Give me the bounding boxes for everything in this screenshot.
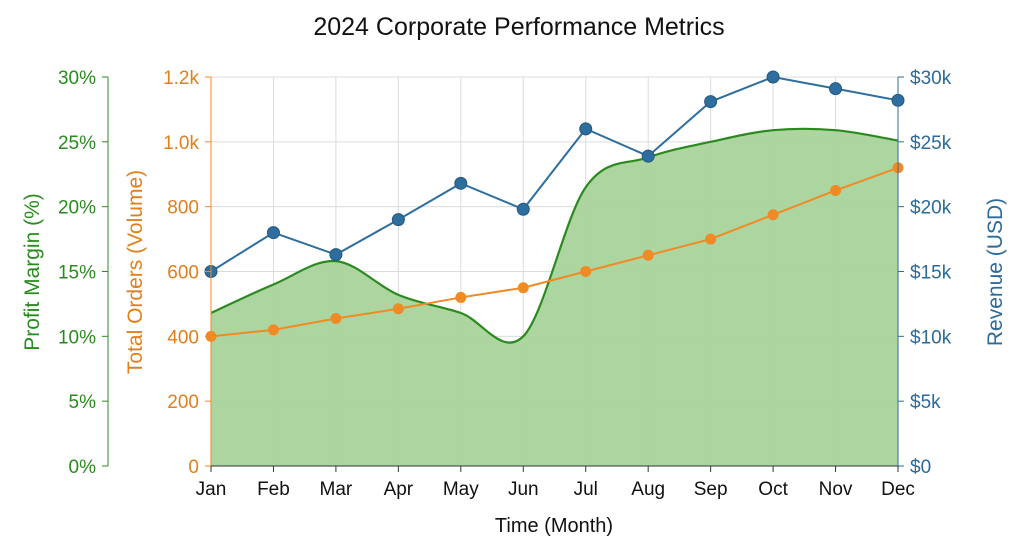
- revenue-point: [454, 176, 468, 190]
- revenue-point: [391, 213, 405, 227]
- revenue-point: [579, 122, 593, 136]
- x-tick-label: Apr: [384, 479, 414, 500]
- revenue-tick-label: $30k: [910, 68, 952, 89]
- x-tick-label: Oct: [758, 479, 788, 500]
- total-orders-point: [830, 184, 842, 196]
- x-tick-label: Jul: [574, 479, 598, 500]
- total-orders-point: [705, 233, 717, 245]
- x-tick-label: Jan: [196, 479, 227, 500]
- revenue-layer: [204, 70, 905, 278]
- revenue-axis-label: Revenue (USD): [984, 198, 1007, 346]
- revenue-point: [641, 149, 655, 163]
- x-tick-label: Nov: [819, 479, 853, 500]
- revenue-point: [329, 248, 343, 262]
- profit-margin-tick-label: 0%: [69, 457, 97, 478]
- total-orders-point: [517, 282, 529, 294]
- x-tick-label: May: [443, 479, 479, 500]
- revenue-point: [704, 95, 718, 109]
- total-orders-line: [210, 166, 899, 338]
- revenue-point: [829, 82, 843, 96]
- orders-layer: [205, 162, 904, 342]
- total-orders-tick-label: 0: [188, 457, 199, 478]
- x-tick-label: Feb: [257, 479, 290, 500]
- revenue-point: [516, 202, 530, 216]
- revenue-tick-label: $20k: [910, 198, 952, 219]
- x-tick-label: Sep: [694, 479, 728, 500]
- x-tick-label: Mar: [320, 479, 353, 500]
- total-orders-point: [267, 324, 279, 336]
- total-orders-point: [455, 291, 467, 303]
- profit-margin-tick-label: 15%: [58, 263, 96, 284]
- total-orders-tick-label: 200: [167, 392, 199, 413]
- total-orders-tick-label: 1.0k: [163, 133, 199, 154]
- revenue-tick-label: $5k: [910, 392, 941, 413]
- profit-margin-tick-label: 10%: [58, 327, 96, 348]
- profit-margin-tick-label: 30%: [58, 68, 96, 89]
- revenue-line: [210, 75, 899, 273]
- total-orders-point: [330, 313, 342, 325]
- profit-margin-line: [210, 127, 899, 344]
- revenue-tick-label: $0: [910, 457, 931, 478]
- revenue-tick-label: $25k: [910, 133, 952, 154]
- total-orders-point: [767, 209, 779, 221]
- axes-layer: 0% 0 $0 5% 200 $5k 10% 400 $10k 15% 600 $15k 20% 800 $…: [58, 68, 952, 500]
- x-tick-label: Dec: [881, 479, 915, 500]
- total-orders-tick-label: 400: [167, 327, 199, 348]
- revenue-tick-label: $10k: [910, 327, 952, 348]
- profit-margin-area: [211, 128, 898, 467]
- revenue-point: [766, 70, 780, 84]
- total-orders-point: [642, 249, 654, 261]
- total-orders-tick-label: 600: [167, 263, 199, 284]
- profit-margin-axis-label: Profit Margin (%): [21, 193, 44, 351]
- x-tick-label: Jun: [508, 479, 539, 500]
- profit-margin-tick-label: 20%: [58, 198, 96, 219]
- x-tick-label: Aug: [631, 479, 665, 500]
- total-orders-axis-label: Total Orders (Volume): [124, 170, 147, 374]
- total-orders-point: [580, 266, 592, 277]
- profit-margin-tick-label: 25%: [58, 133, 96, 154]
- total-orders-tick-label: 1.2k: [163, 68, 199, 89]
- total-orders-tick-label: 800: [167, 198, 199, 219]
- revenue-tick-label: $15k: [910, 263, 952, 284]
- profit-margin-tick-label: 5%: [69, 392, 97, 413]
- x-axis-label: Time (Month): [495, 515, 613, 537]
- revenue-point: [266, 226, 280, 240]
- chart-title: 2024 Corporate Performance Metrics: [313, 13, 724, 41]
- profit-area-layer: [210, 127, 899, 467]
- total-orders-point: [392, 303, 404, 315]
